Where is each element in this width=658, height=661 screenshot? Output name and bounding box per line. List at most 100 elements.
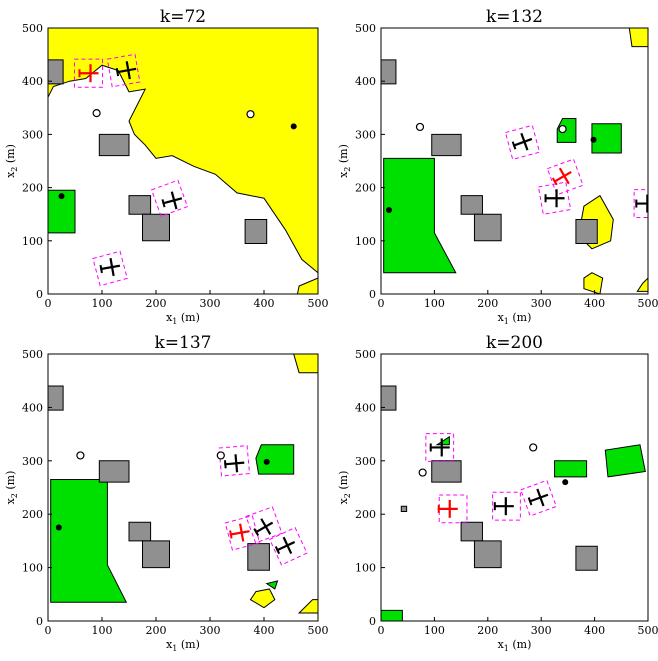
x-tick-label: 100 — [424, 297, 445, 310]
obstacle — [244, 219, 268, 244]
x-axis-label: x1 (m) — [166, 638, 200, 653]
aircraft-icon — [527, 488, 549, 507]
panel-title: k=137 — [155, 333, 212, 353]
start-marker — [558, 124, 567, 134]
x-tick-label: 500 — [638, 297, 658, 310]
x-tick-label: 0 — [45, 624, 52, 637]
axes-frame — [47, 27, 319, 295]
x-tick-label: 300 — [531, 297, 552, 310]
goal-region — [265, 580, 279, 590]
aircraft-icon — [99, 257, 121, 277]
x-axis-label: x1 (m) — [166, 311, 200, 326]
start-marker — [246, 110, 255, 119]
obstacle — [400, 505, 408, 513]
aircraft-icon — [544, 189, 565, 208]
target-marker — [562, 479, 569, 486]
obstacle — [473, 540, 502, 569]
y-tick-label: 200 — [22, 182, 43, 195]
x-tick-label: 100 — [92, 624, 113, 637]
goal-region — [591, 123, 622, 154]
y-axis-label: x2 (m) — [337, 144, 352, 178]
x-tick-label: 200 — [146, 297, 167, 310]
x-tick-label: 300 — [200, 297, 221, 310]
threat-region — [636, 277, 648, 292]
obstacle — [460, 195, 483, 215]
start-marker — [529, 443, 538, 452]
aircraft-icon — [115, 61, 137, 80]
aircraft-icon — [274, 536, 296, 555]
obstacle — [98, 460, 130, 483]
obstacle — [128, 521, 152, 542]
obstacle — [247, 543, 270, 571]
x-tick-label: 100 — [92, 297, 113, 310]
y-tick-label: 100 — [22, 235, 43, 248]
start-marker — [76, 451, 85, 460]
goal-region — [50, 478, 128, 603]
obstacle — [142, 213, 170, 242]
panel-title: k=200 — [486, 333, 543, 353]
panel-1: 0 100 200 300 400 500 0 100 200 300 400 500 k=72 x1 (… — [4, 7, 329, 326]
obstacle — [431, 460, 462, 483]
y-tick-label: 200 — [355, 182, 376, 195]
y-tick-label: 300 — [22, 455, 43, 468]
y-axis-label: x2 (m) — [4, 471, 19, 505]
x-tick-label: 500 — [308, 624, 329, 637]
y-tick-label: 100 — [22, 562, 43, 575]
y-tick-label: 100 — [355, 562, 376, 575]
aircraft-highlight-icon — [551, 167, 572, 186]
aircraft-icon — [493, 497, 514, 516]
goal-region — [255, 444, 295, 475]
x-tick-label: 400 — [254, 624, 275, 637]
y-axis-label: x2 (m) — [337, 471, 352, 505]
axes-frame — [380, 27, 649, 295]
y-tick-label: 400 — [355, 75, 376, 88]
y-tick-label: 500 — [22, 22, 43, 35]
goal-region — [554, 460, 588, 478]
obstacle — [381, 385, 397, 411]
obstacle — [48, 385, 64, 411]
threat-region — [628, 28, 648, 48]
x-tick-label: 500 — [308, 297, 329, 310]
panel-3: 0 100 200 300 400 500 0 100 200 300 400 500 k=137 x1 … — [4, 333, 329, 653]
x-axis-label: x1 (m) — [498, 311, 532, 326]
obstacle — [128, 195, 152, 215]
target-marker — [58, 193, 65, 200]
y-tick-label: 400 — [22, 75, 43, 88]
y-axis-label: x2 (m) — [4, 144, 19, 178]
axes-frame — [380, 353, 649, 622]
obstacle — [142, 540, 170, 569]
threat-region — [297, 599, 318, 614]
aircraft-icon — [635, 194, 648, 213]
y-tick-label: 0 — [369, 615, 376, 628]
aircraft-highlight-icon — [78, 64, 99, 83]
x-tick-label: 300 — [531, 624, 552, 637]
threat-region — [296, 277, 318, 294]
x-tick-label: 0 — [378, 624, 385, 637]
x-tick-label: 0 — [45, 297, 52, 310]
target-marker — [386, 206, 393, 213]
aircraft-icon — [253, 518, 274, 537]
panel-2: 0 100 200 300 400 500 0 100 200 300 400 500 k=132 x1 … — [337, 7, 658, 326]
start-marker — [92, 109, 101, 118]
y-tick-label: 200 — [355, 508, 376, 521]
safety-box — [245, 506, 283, 544]
goal-region — [381, 609, 403, 621]
target-marker — [590, 136, 597, 143]
obstacle — [98, 133, 130, 157]
safety-box — [268, 526, 308, 566]
aircraft-icon — [511, 132, 533, 151]
x-tick-label: 100 — [424, 624, 445, 637]
x-tick-label: 400 — [254, 297, 275, 310]
y-tick-label: 300 — [355, 455, 376, 468]
panel-title: k=132 — [486, 7, 543, 27]
plot-area — [381, 28, 648, 294]
obstacle — [381, 59, 397, 85]
x-tick-label: 300 — [200, 624, 221, 637]
panel-4: 0 100 200 300 400 500 0 100 200 300 400 500 k=200 x1 … — [337, 333, 658, 653]
x-tick-label: 500 — [638, 624, 658, 637]
aircraft-highlight-icon — [437, 499, 458, 518]
y-tick-label: 500 — [22, 348, 43, 361]
plot-area — [48, 28, 318, 294]
threat-region — [583, 272, 604, 294]
start-marker — [216, 451, 225, 460]
